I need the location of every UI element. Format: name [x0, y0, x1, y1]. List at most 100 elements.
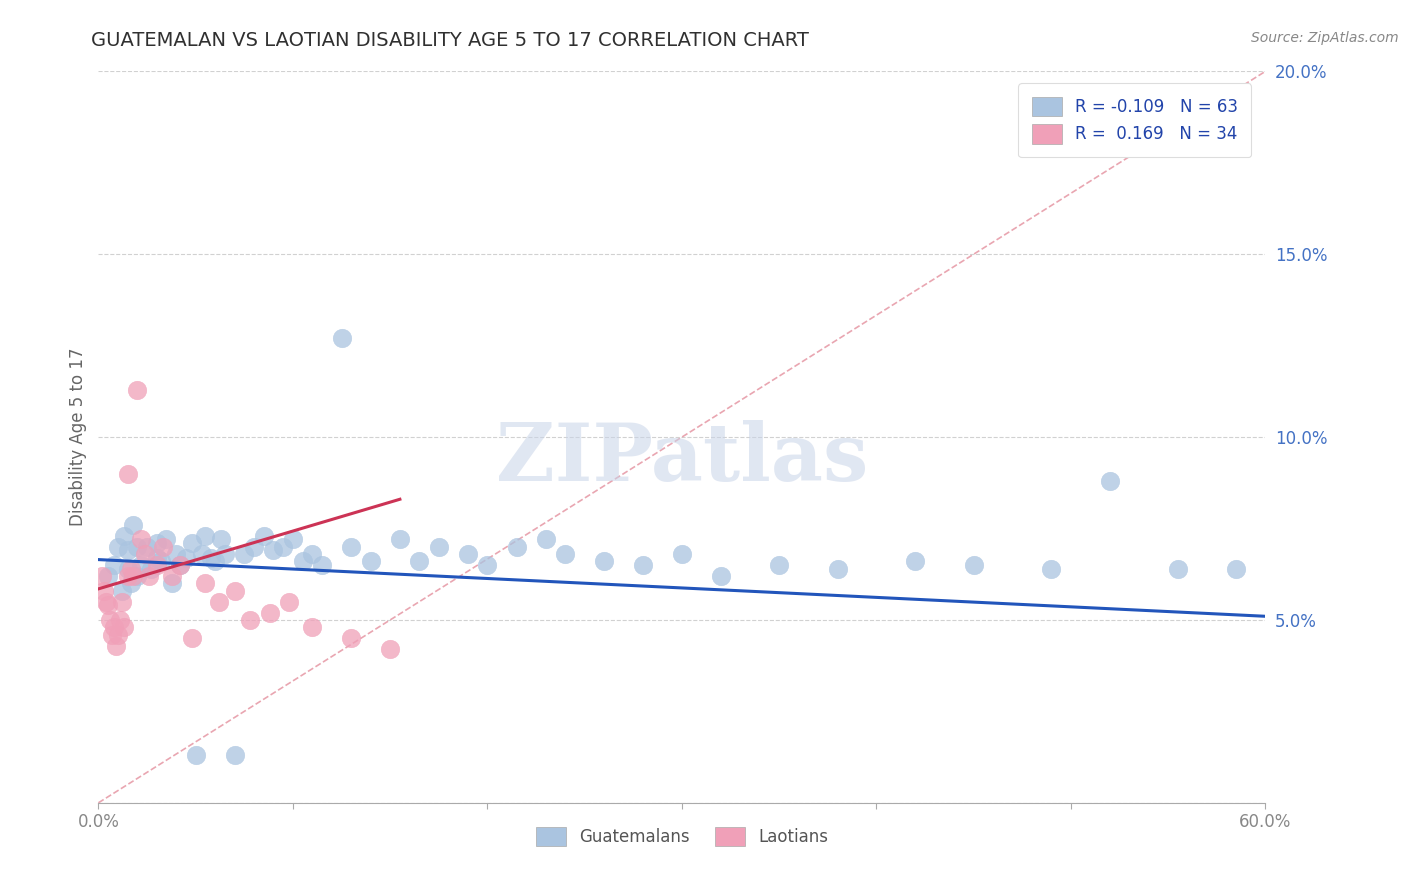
Point — [408, 554, 430, 568]
Point — [190, 547, 212, 561]
Point — [301, 620, 323, 634]
Point — [152, 540, 174, 554]
Point — [134, 547, 156, 561]
Point — [174, 550, 197, 565]
Point — [169, 558, 191, 573]
Point — [214, 547, 236, 561]
Point — [111, 594, 134, 608]
Point — [209, 533, 232, 547]
Point — [117, 562, 139, 576]
Point — [129, 558, 152, 573]
Point — [593, 554, 616, 568]
Point — [534, 533, 557, 547]
Point — [962, 558, 984, 573]
Point — [112, 529, 135, 543]
Point — [107, 627, 129, 641]
Point — [671, 547, 693, 561]
Point — [104, 639, 127, 653]
Point — [388, 533, 411, 547]
Text: Source: ZipAtlas.com: Source: ZipAtlas.com — [1251, 31, 1399, 45]
Point — [457, 547, 479, 561]
Point — [129, 533, 152, 547]
Point — [91, 569, 114, 583]
Point — [224, 748, 246, 763]
Point — [146, 536, 169, 550]
Point — [149, 554, 172, 568]
Point — [121, 562, 143, 576]
Point — [97, 599, 120, 613]
Point — [165, 547, 187, 561]
Point — [340, 540, 363, 554]
Legend: Guatemalans, Laotians: Guatemalans, Laotians — [529, 821, 835, 853]
Point — [93, 583, 115, 598]
Point — [1167, 562, 1189, 576]
Point — [108, 613, 131, 627]
Point — [631, 558, 654, 573]
Point — [184, 748, 207, 763]
Point — [103, 558, 125, 573]
Point — [204, 554, 226, 568]
Y-axis label: Disability Age 5 to 17: Disability Age 5 to 17 — [69, 348, 87, 526]
Point — [200, 550, 222, 565]
Point — [554, 547, 576, 561]
Point — [136, 540, 159, 554]
Point — [111, 583, 134, 598]
Point — [427, 540, 450, 554]
Text: GUATEMALAN VS LAOTIAN DISABILITY AGE 5 TO 17 CORRELATION CHART: GUATEMALAN VS LAOTIAN DISABILITY AGE 5 T… — [91, 31, 810, 50]
Point — [208, 594, 231, 608]
Point — [281, 533, 304, 547]
Point — [301, 547, 323, 561]
Point — [162, 576, 184, 591]
Point — [710, 569, 733, 583]
Point — [112, 620, 135, 634]
Point — [224, 583, 246, 598]
Point — [98, 613, 121, 627]
Point — [1225, 562, 1247, 576]
Point — [117, 543, 139, 558]
Point — [146, 550, 169, 565]
Point — [904, 554, 927, 568]
Point — [96, 594, 118, 608]
Point — [97, 569, 120, 583]
Point — [122, 517, 145, 532]
Point — [262, 543, 284, 558]
Point — [101, 627, 124, 641]
Point — [155, 533, 177, 547]
Point — [1098, 474, 1121, 488]
Point — [127, 569, 149, 583]
Point — [107, 540, 129, 554]
Point — [169, 558, 191, 573]
Point — [146, 558, 169, 573]
Point — [194, 576, 217, 591]
Point — [278, 594, 301, 608]
Point — [291, 554, 314, 568]
Point — [259, 606, 281, 620]
Point — [127, 540, 149, 554]
Point — [139, 562, 162, 576]
Point — [311, 558, 333, 573]
Point — [121, 576, 143, 591]
Point — [1040, 562, 1063, 576]
Point — [162, 569, 184, 583]
Point — [340, 632, 363, 646]
Point — [253, 529, 276, 543]
Point — [127, 383, 149, 397]
Point — [138, 569, 160, 583]
Point — [243, 540, 266, 554]
Point — [477, 558, 499, 573]
Point — [380, 642, 402, 657]
Point — [233, 547, 256, 561]
Point — [360, 554, 382, 568]
Point — [122, 569, 145, 583]
Point — [180, 536, 202, 550]
Point — [330, 331, 353, 345]
Text: ZIPatlas: ZIPatlas — [496, 420, 868, 498]
Point — [239, 613, 262, 627]
Point — [117, 569, 139, 583]
Point — [505, 540, 527, 554]
Point — [103, 620, 125, 634]
Point — [117, 467, 139, 481]
Point — [768, 558, 790, 573]
Point — [180, 632, 202, 646]
Point — [271, 540, 294, 554]
